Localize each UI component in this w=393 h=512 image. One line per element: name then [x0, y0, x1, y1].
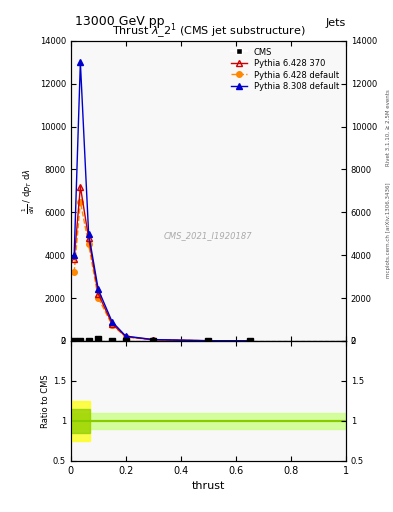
Pythia 8.308 default: [247, 338, 252, 344]
Line: CMS: CMS: [72, 336, 252, 344]
Pythia 6.428 default: [96, 295, 101, 301]
CMS: [247, 338, 252, 344]
Pythia 6.428 370: [151, 337, 156, 343]
Pythia 8.308 default: [72, 252, 77, 258]
Line: Pythia 8.308 default: Pythia 8.308 default: [71, 59, 253, 344]
Line: Pythia 6.428 default: Pythia 6.428 default: [72, 199, 252, 344]
CMS: [86, 338, 91, 344]
Bar: [71, 413, 346, 429]
Pythia 6.428 default: [78, 199, 83, 205]
Text: 13000 GeV pp: 13000 GeV pp: [75, 15, 164, 28]
Y-axis label: $\frac{1}{\mathrm{d}N}$ / $\mathrm{d}p_T$ $\mathrm{d}\lambda$: $\frac{1}{\mathrm{d}N}$ / $\mathrm{d}p_T…: [20, 168, 37, 214]
Pythia 8.308 default: [110, 318, 114, 325]
X-axis label: thrust: thrust: [192, 481, 225, 491]
Pythia 8.308 default: [78, 59, 83, 66]
Text: Rivet 3.1.10, ≥ 2.5M events: Rivet 3.1.10, ≥ 2.5M events: [386, 90, 391, 166]
Pythia 6.428 370: [86, 235, 91, 241]
Pythia 6.428 default: [151, 337, 156, 343]
Pythia 6.428 370: [78, 183, 83, 189]
CMS: [72, 338, 77, 344]
Pythia 6.428 default: [206, 338, 211, 344]
Y-axis label: Ratio to CMS: Ratio to CMS: [41, 374, 50, 428]
CMS: [96, 336, 101, 342]
Pythia 6.428 default: [123, 334, 128, 340]
CMS: [123, 338, 128, 344]
Pythia 6.428 370: [206, 338, 211, 344]
Text: Jets: Jets: [325, 18, 346, 28]
Pythia 8.308 default: [86, 231, 91, 237]
Pythia 8.308 default: [151, 336, 156, 343]
Pythia 6.428 370: [247, 338, 252, 344]
Text: CMS_2021_I1920187: CMS_2021_I1920187: [164, 231, 253, 241]
Pythia 6.428 370: [123, 333, 128, 339]
Pythia 6.428 default: [72, 269, 77, 275]
Pythia 8.308 default: [96, 286, 101, 292]
CMS: [78, 338, 83, 344]
Bar: [71, 401, 90, 441]
Text: mcplots.cern.ch [arXiv:1306.3436]: mcplots.cern.ch [arXiv:1306.3436]: [386, 183, 391, 278]
CMS: [151, 338, 156, 344]
Bar: [71, 409, 90, 433]
Pythia 6.428 370: [96, 291, 101, 297]
Legend: CMS, Pythia 6.428 370, Pythia 6.428 default, Pythia 8.308 default: CMS, Pythia 6.428 370, Pythia 6.428 defa…: [228, 45, 342, 94]
Pythia 8.308 default: [123, 333, 128, 339]
Pythia 6.428 default: [86, 241, 91, 247]
Pythia 6.428 default: [110, 322, 114, 328]
CMS: [110, 338, 114, 344]
Pythia 6.428 370: [72, 257, 77, 263]
Title: Thrust $\lambda\_2^1$ (CMS jet substructure): Thrust $\lambda\_2^1$ (CMS jet substruct…: [112, 22, 305, 41]
CMS: [206, 338, 211, 344]
Pythia 6.428 370: [110, 321, 114, 327]
Pythia 8.308 default: [206, 337, 211, 344]
Line: Pythia 6.428 370: Pythia 6.428 370: [71, 183, 253, 344]
Pythia 6.428 default: [247, 338, 252, 344]
